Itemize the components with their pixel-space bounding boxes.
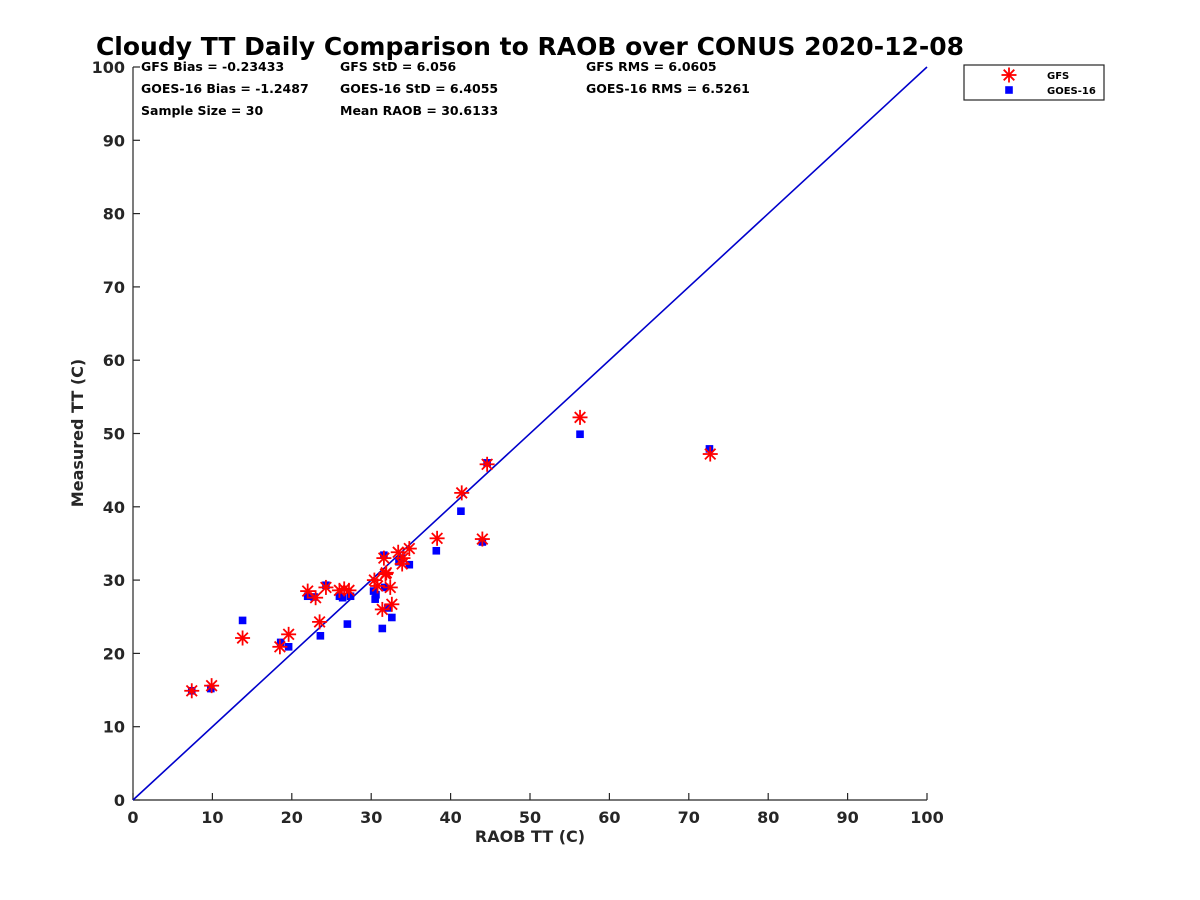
gfs-point — [479, 456, 495, 472]
gfs-point — [382, 579, 398, 595]
gfs-point — [308, 590, 324, 606]
x-tick-label: 20 — [281, 808, 303, 827]
legend-label: GOES-16 — [1047, 86, 1096, 97]
y-tick-label: 20 — [103, 644, 125, 663]
x-tick-label: 80 — [757, 808, 779, 827]
y-tick-label: 50 — [103, 425, 125, 444]
x-tick-label: 60 — [598, 808, 620, 827]
goes16-point — [432, 546, 441, 555]
gfs-point — [378, 565, 394, 581]
one-to-one-line — [132, 66, 928, 801]
stat-label: GFS Bias = -0.23433 — [141, 59, 284, 74]
gfs-point — [395, 550, 411, 566]
axis-ticks: 0 10 20 30 40 50 60 70 80 90 100 0 10 20 30 40 50 60 70 80 9… — [92, 58, 944, 827]
gfs-point — [384, 596, 400, 612]
gfs-point — [572, 409, 588, 425]
gfs-point — [370, 578, 386, 594]
gfs-point — [454, 485, 470, 501]
stat-label: Sample Size = 30 — [141, 103, 263, 118]
stat-label: GFS StD = 6.056 — [340, 59, 457, 74]
goes16-point — [576, 430, 584, 439]
y-tick-label: 40 — [103, 498, 125, 517]
gfs-point — [341, 582, 357, 598]
gfs-point — [204, 678, 220, 694]
goes16-point — [343, 620, 352, 628]
goes16-point — [338, 593, 347, 602]
gfs-point — [401, 541, 417, 557]
series-goes-16 — [187, 430, 714, 695]
y-tick-label: 80 — [103, 205, 125, 224]
x-tick-label: 70 — [678, 808, 700, 827]
gfs-point — [429, 530, 445, 546]
gfs-point — [184, 683, 200, 699]
goes16-point — [388, 613, 396, 622]
y-tick-label: 30 — [103, 571, 125, 590]
legend: GFS GOES-16 — [963, 64, 1105, 101]
y-axis-label: Measured TT (C) — [68, 359, 87, 507]
x-tick-label: 100 — [910, 808, 943, 827]
x-tick-label: 40 — [439, 808, 461, 827]
identity-line — [132, 66, 928, 801]
stat-label: GOES-16 Bias = -1.2487 — [141, 81, 309, 96]
data-points — [184, 409, 718, 699]
x-tick-label: 90 — [836, 808, 858, 827]
x-tick-label: 50 — [519, 808, 541, 827]
goes16-point — [346, 592, 355, 601]
statistics-annotations: GFS Bias = -0.23433 GFS StD = 6.056 GFS RM… — [141, 59, 750, 118]
gfs-point — [374, 601, 390, 617]
x-tick-label: 30 — [360, 808, 382, 827]
gfs-point — [376, 550, 392, 566]
goes16-point — [457, 507, 465, 515]
gfs-point — [235, 630, 251, 646]
stat-label: GOES-16 StD = 6.4055 — [340, 81, 498, 96]
goes16-point — [238, 616, 247, 625]
x-axis-label: RAOB TT (C) — [475, 827, 585, 846]
gfs-point — [300, 583, 316, 599]
goes16-point — [284, 643, 293, 651]
legend-goes16-marker — [1005, 86, 1013, 94]
y-tick-label: 60 — [103, 351, 125, 370]
gfs-point — [281, 626, 297, 642]
x-tick-label: 0 — [127, 808, 138, 827]
chart-title: Cloudy TT Daily Comparison to RAOB over … — [96, 32, 964, 61]
gfs-point — [474, 531, 490, 547]
legend-box — [963, 64, 1105, 101]
gfs-point — [312, 614, 328, 630]
stat-label: GOES-16 RMS = 6.5261 — [586, 81, 750, 96]
goes16-point — [316, 632, 325, 640]
goes16-point — [371, 595, 379, 603]
goes16-point — [378, 624, 387, 633]
x-tick-label: 10 — [201, 808, 223, 827]
y-tick-label: 90 — [103, 131, 125, 150]
gfs-point — [272, 639, 288, 655]
y-tick-label: 100 — [92, 58, 125, 77]
stat-label: GFS RMS = 6.0605 — [586, 59, 717, 74]
series-gfs — [184, 409, 718, 699]
goes16-point — [372, 590, 380, 599]
gfs-point — [318, 579, 334, 595]
legend-label: GFS — [1047, 71, 1069, 82]
gfs-point — [702, 446, 718, 462]
y-tick-label: 70 — [103, 278, 125, 297]
y-tick-label: 10 — [103, 718, 125, 737]
y-tick-label: 0 — [114, 791, 125, 810]
legend-gfs-marker — [1001, 67, 1017, 83]
stat-label: Mean RAOB = 30.6133 — [340, 103, 498, 118]
